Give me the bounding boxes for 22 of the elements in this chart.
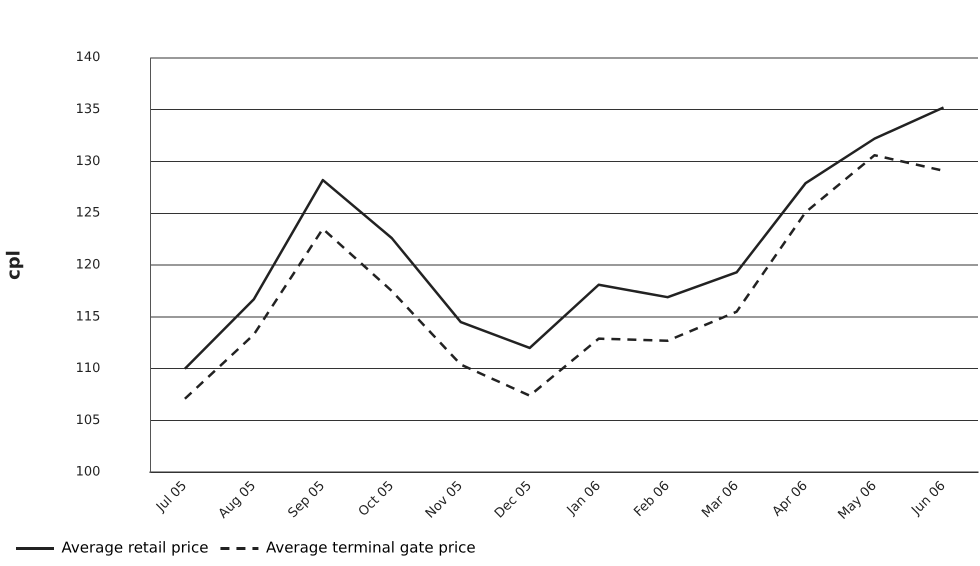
x-tick-label: Nov 05 (422, 478, 466, 522)
x-tick-label: Jan 06 (564, 478, 604, 519)
y-tick-label: 100 (76, 464, 100, 480)
y-tick-label: 110 (76, 361, 100, 376)
x-tick-label: Apr 06 (770, 478, 811, 520)
y-tick-label: 130 (76, 154, 100, 169)
x-tick-label: Jun 06 (908, 478, 949, 519)
y-tick-label: 125 (76, 206, 100, 221)
legend-label: Average retail price (62, 538, 208, 556)
y-tick-label: 105 (76, 412, 100, 428)
x-tick-label: Feb 06 (631, 478, 673, 520)
x-tick-label: Oct 05 (356, 478, 398, 520)
x-tick-label: Mar 06 (699, 478, 742, 522)
x-tick-label: Sep 05 (285, 478, 328, 522)
x-tick-label: Jul 05 (153, 478, 190, 516)
y-tick-label: 120 (76, 257, 100, 272)
x-tick-label: Dec 05 (492, 478, 535, 522)
y-axis-title: cpl (3, 250, 24, 280)
y-tick-label: 115 (76, 309, 100, 324)
y-tick-label: 140 (76, 50, 100, 66)
legend-label: Average terminal gate price (266, 538, 476, 556)
y-tick-label: 135 (76, 102, 100, 117)
